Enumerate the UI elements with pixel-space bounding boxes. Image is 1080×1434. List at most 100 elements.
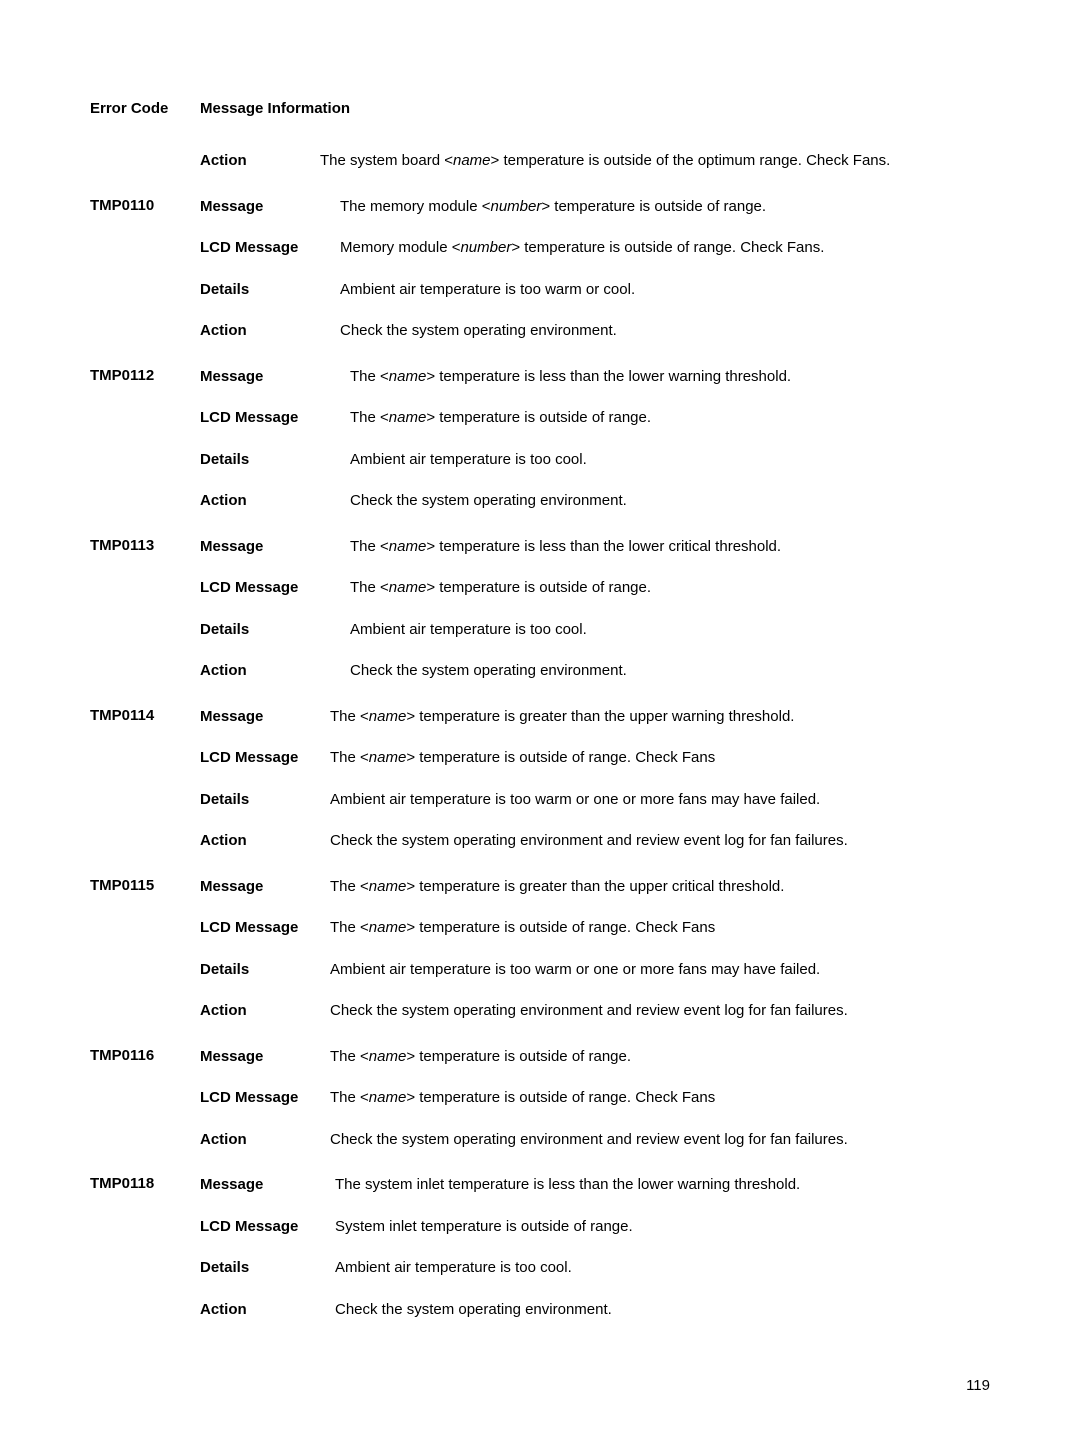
text-post: > temperature is outside of range. [406, 1048, 631, 1065]
empty-code [90, 145, 200, 187]
entries-container: TMP0110MessageThe memory module <number>… [90, 191, 990, 1336]
error-entry: TMP0118MessageThe system inlet temperatu… [90, 1169, 990, 1335]
text-post: > temperature is outside of range. Check… [406, 919, 715, 936]
field-label: LCD Message [200, 239, 340, 256]
text-pre: Memory module < [340, 239, 460, 256]
info-row: DetailsAmbient air temperature is too co… [200, 444, 990, 486]
header-error-code: Error Code [90, 100, 200, 117]
text-pre: The < [330, 708, 369, 725]
field-label: Action [200, 152, 320, 169]
error-entry: TMP0112MessageThe <name> temperature is … [90, 361, 990, 527]
info-row: MessageThe <name> temperature is outside… [200, 1041, 990, 1083]
text-pre: The < [350, 579, 389, 596]
field-label: Message [200, 708, 330, 725]
text-post: > temperature is outside of range. Check… [406, 1089, 715, 1106]
error-entry: TMP0114MessageThe <name> temperature is … [90, 701, 990, 867]
text-italic: name [369, 1089, 407, 1106]
field-value: Check the system operating environment. [350, 661, 627, 681]
text-pre: The < [350, 368, 389, 385]
text-italic: name [369, 708, 407, 725]
info-row: ActionCheck the system operating environ… [200, 485, 990, 527]
info-row: LCD MessageSystem inlet temperature is o… [200, 1211, 990, 1253]
info-row: DetailsAmbient air temperature is too co… [200, 614, 990, 656]
field-label: LCD Message [200, 919, 330, 936]
info-row: DetailsAmbient air temperature is too wa… [200, 784, 990, 826]
field-value: The system board <name> temperature is o… [320, 151, 890, 171]
field-label: Details [200, 281, 340, 298]
text-post: > temperature is greater than the upper … [406, 708, 794, 725]
text-italic: name [369, 749, 407, 766]
field-value: Check the system operating environment a… [330, 1001, 848, 1021]
info-row: DetailsAmbient air temperature is too co… [200, 1252, 990, 1294]
info-block: MessageThe <name> temperature is outside… [200, 1041, 990, 1166]
error-code: TMP0116 [90, 1041, 200, 1166]
header-message-info: Message Information [200, 100, 350, 117]
text-italic: name [389, 409, 427, 426]
field-label: Message [200, 878, 330, 895]
orphan-entry: Action The system board <name> temperatu… [90, 145, 990, 187]
text-post: > temperature is outside of range. Check… [406, 749, 715, 766]
field-label: Message [200, 538, 350, 555]
error-code: TMP0112 [90, 361, 200, 527]
text-italic: name [389, 579, 427, 596]
field-label: LCD Message [200, 409, 350, 426]
text-italic: name [369, 878, 407, 895]
field-label: LCD Message [200, 1218, 335, 1235]
field-value: The system inlet temperature is less tha… [335, 1175, 800, 1195]
error-entry: TMP0113MessageThe <name> temperature is … [90, 531, 990, 697]
field-value: Ambient air temperature is too warm or o… [330, 790, 820, 810]
text-italic: name [389, 538, 427, 555]
text-pre: The < [350, 409, 389, 426]
field-label: Details [200, 621, 350, 638]
field-value: The <name> temperature is less than the … [350, 537, 781, 557]
field-label: Action [200, 1002, 330, 1019]
error-entry: TMP0116MessageThe <name> temperature is … [90, 1041, 990, 1166]
info-row: ActionCheck the system operating environ… [200, 1124, 990, 1166]
info-row: MessageThe system inlet temperature is l… [200, 1169, 990, 1211]
info-row: MessageThe <name> temperature is less th… [200, 531, 990, 573]
field-label: Details [200, 451, 350, 468]
text-italic: number [490, 198, 541, 215]
text-post: > temperature is less than the lower war… [426, 368, 791, 385]
field-value: The <name> temperature is outside of ran… [330, 1088, 715, 1108]
error-code: TMP0114 [90, 701, 200, 867]
text-pre: The memory module < [340, 198, 490, 215]
info-row: DetailsAmbient air temperature is too wa… [200, 274, 990, 316]
field-label: Action [200, 322, 340, 339]
field-label: LCD Message [200, 579, 350, 596]
field-value: The <name> temperature is less than the … [350, 367, 791, 387]
field-label: Message [200, 1176, 335, 1193]
field-label: Action [200, 662, 350, 679]
document-page: Error Code Message Information Action Th… [0, 0, 1080, 1434]
field-value: The <name> temperature is outside of ran… [350, 408, 651, 428]
text-italic: name [369, 1048, 407, 1065]
text-italic: name [369, 919, 407, 936]
field-value: The <name> temperature is outside of ran… [330, 1047, 631, 1067]
field-value: Ambient air temperature is too warm or c… [340, 280, 635, 300]
text-post: > temperature is outside of range. [426, 409, 651, 426]
text-post: > temperature is outside of range. [426, 579, 651, 596]
info-row: LCD MessageThe <name> temperature is out… [200, 402, 990, 444]
field-label: Action [200, 1131, 330, 1148]
field-label: LCD Message [200, 749, 330, 766]
field-value: Check the system operating environment a… [330, 1130, 848, 1150]
field-label: Details [200, 961, 330, 978]
info-row: LCD MessageThe <name> temperature is out… [200, 742, 990, 784]
error-entry: TMP0115MessageThe <name> temperature is … [90, 871, 990, 1037]
field-label: Details [200, 791, 330, 808]
info-row: ActionCheck the system operating environ… [200, 655, 990, 697]
field-label: Action [200, 1301, 335, 1318]
text-pre: The system board < [320, 152, 453, 169]
field-value: The <name> temperature is outside of ran… [330, 918, 715, 938]
error-entry: TMP0110MessageThe memory module <number>… [90, 191, 990, 357]
info-block: MessageThe <name> temperature is greater… [200, 871, 990, 1037]
page-number: 119 [966, 1377, 990, 1394]
text-pre: The < [330, 1048, 369, 1065]
info-row: MessageThe <name> temperature is less th… [200, 361, 990, 403]
error-code: TMP0118 [90, 1169, 200, 1335]
table-header: Error Code Message Information [90, 100, 990, 117]
field-label: Details [200, 1259, 335, 1276]
field-value: Check the system operating environment. [335, 1300, 612, 1320]
text-italic: name [453, 152, 491, 169]
error-code: TMP0113 [90, 531, 200, 697]
